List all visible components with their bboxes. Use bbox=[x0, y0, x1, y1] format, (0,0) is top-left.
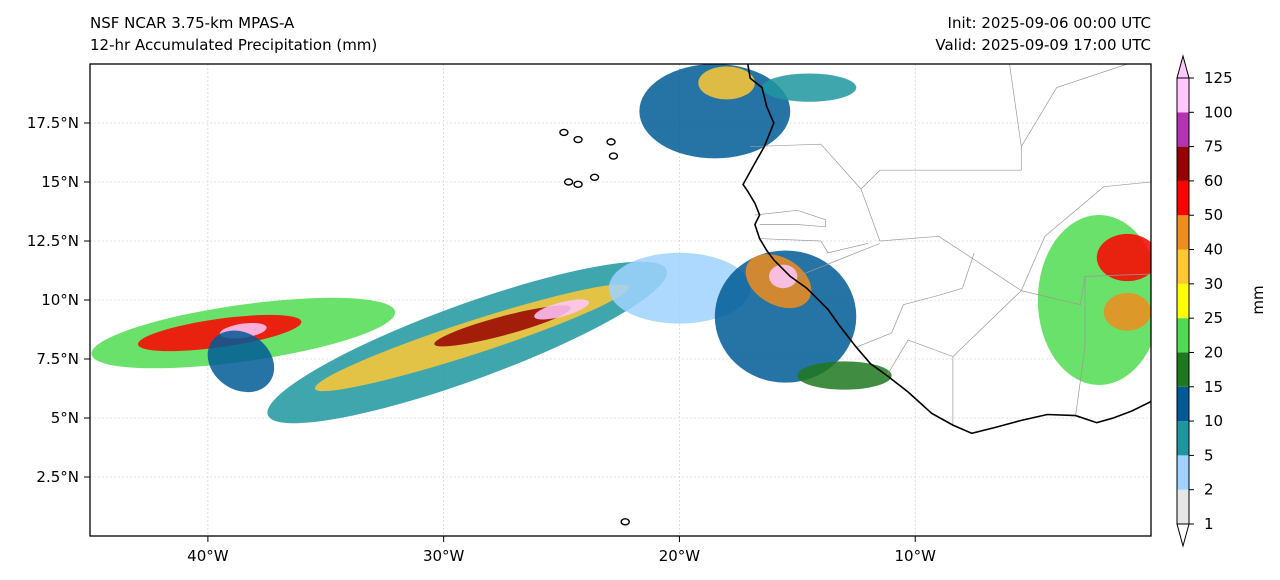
model-name: NSF NCAR 3.75-km MPAS-A bbox=[90, 14, 295, 32]
country-border bbox=[1020, 64, 1128, 147]
country-border bbox=[750, 143, 881, 242]
y-tick-label: 7.5°N bbox=[36, 350, 79, 368]
init-time: Init: 2025-09-06 00:00 UTC bbox=[947, 14, 1151, 32]
y-tick-label: 5°N bbox=[51, 409, 79, 427]
y-tick-label: 2.5°N bbox=[36, 468, 79, 486]
colorbar-tick-label: 15 bbox=[1204, 378, 1223, 396]
colorbar-segment bbox=[1177, 249, 1189, 284]
valid-time: Valid: 2025-09-09 17:00 UTC bbox=[935, 36, 1151, 54]
island bbox=[606, 138, 616, 146]
precip-cell bbox=[608, 252, 751, 324]
country-border bbox=[879, 235, 1022, 291]
x-tick-label: 40°W bbox=[187, 547, 229, 565]
colorbar-tick-label: 5 bbox=[1204, 446, 1214, 464]
colorbar-segment bbox=[1177, 146, 1189, 181]
colorbar-tick-label: 125 bbox=[1204, 69, 1233, 87]
field-name: 12-hr Accumulated Precipitation (mm) bbox=[90, 36, 378, 54]
country-border bbox=[1020, 181, 1151, 291]
coastline-layer bbox=[559, 64, 1151, 526]
country-border bbox=[952, 273, 1151, 357]
country-border bbox=[886, 339, 954, 426]
island bbox=[620, 518, 630, 526]
colorbar-segment bbox=[1177, 489, 1189, 524]
colorbar-segment bbox=[1177, 78, 1189, 113]
precip-cell bbox=[797, 361, 892, 390]
island bbox=[573, 135, 583, 144]
colorbar-tick-label: 30 bbox=[1204, 275, 1223, 293]
precip-field bbox=[91, 64, 1151, 424]
title-right: Init: 2025-09-06 00:00 UTC Valid: 2025-0… bbox=[935, 12, 1151, 56]
island bbox=[608, 152, 619, 160]
colorbar-segment bbox=[1177, 112, 1189, 147]
y-axis: 2.5°N 5°N 7.5°N 10°N 12.5°N 15°N 17.5°N bbox=[27, 114, 90, 486]
colorbar-tick-label: 20 bbox=[1204, 343, 1223, 361]
country-border bbox=[860, 64, 1022, 190]
colorbar-segment bbox=[1177, 215, 1189, 250]
precip-cell bbox=[698, 66, 755, 100]
country-border bbox=[856, 252, 975, 348]
precip-cell bbox=[207, 330, 275, 393]
precip-cell bbox=[534, 299, 589, 320]
colorbar-tick-label: 25 bbox=[1204, 309, 1223, 327]
precip-cell bbox=[769, 264, 798, 289]
colorbar-tick-label: 40 bbox=[1204, 241, 1223, 259]
precip-cell bbox=[1103, 292, 1151, 331]
colorbar-segment bbox=[1177, 352, 1189, 387]
colorbar-max-arrow bbox=[1176, 54, 1190, 79]
colorbar-frame bbox=[1176, 77, 1190, 525]
coastline bbox=[742, 64, 1151, 435]
precip-cell bbox=[761, 73, 857, 102]
country-border bbox=[1075, 276, 1086, 416]
map-area bbox=[90, 64, 1151, 536]
x-tick-label: 30°W bbox=[423, 547, 465, 565]
country-border bbox=[754, 209, 826, 228]
country-border bbox=[759, 238, 869, 254]
country-border bbox=[797, 243, 881, 277]
y-tick-label: 10°N bbox=[41, 291, 79, 309]
colorbar-segment bbox=[1177, 386, 1189, 422]
colorbar-tick-label: 50 bbox=[1204, 206, 1223, 224]
island bbox=[589, 173, 600, 181]
colorbar-tick-label: 75 bbox=[1204, 138, 1223, 156]
colorbar-segment bbox=[1177, 283, 1189, 319]
island bbox=[559, 128, 569, 137]
colorbar-segment bbox=[1177, 421, 1189, 456]
colorbar-segment bbox=[1177, 455, 1189, 490]
x-tick-label: 10°W bbox=[895, 547, 937, 565]
country-borders bbox=[750, 64, 1151, 426]
colorbar-tick-label: 1 bbox=[1204, 515, 1214, 533]
colorbar-unit-label: mm bbox=[1249, 285, 1267, 314]
colorbar-tick-label: 2 bbox=[1204, 481, 1214, 499]
precip-cell bbox=[1096, 233, 1151, 282]
colorbar-tick-label: 60 bbox=[1204, 172, 1223, 190]
colorbar-segment bbox=[1177, 318, 1189, 353]
y-tick-label: 12.5°N bbox=[27, 232, 79, 250]
x-axis: 40°W 30°W 20°W 10°W bbox=[187, 536, 936, 565]
island bbox=[563, 178, 574, 186]
colorbar-min-arrow bbox=[1176, 523, 1190, 548]
colorbar-tick-label: 10 bbox=[1204, 412, 1223, 430]
y-tick-label: 15°N bbox=[41, 173, 79, 191]
title-left: NSF NCAR 3.75-km MPAS-A 12-hr Accumulate… bbox=[90, 12, 377, 56]
island bbox=[573, 180, 583, 189]
colorbar-segment bbox=[1177, 180, 1189, 216]
y-tick-label: 17.5°N bbox=[27, 114, 79, 132]
x-tick-label: 20°W bbox=[659, 547, 701, 565]
colorbar-tick-label: 100 bbox=[1204, 103, 1233, 121]
